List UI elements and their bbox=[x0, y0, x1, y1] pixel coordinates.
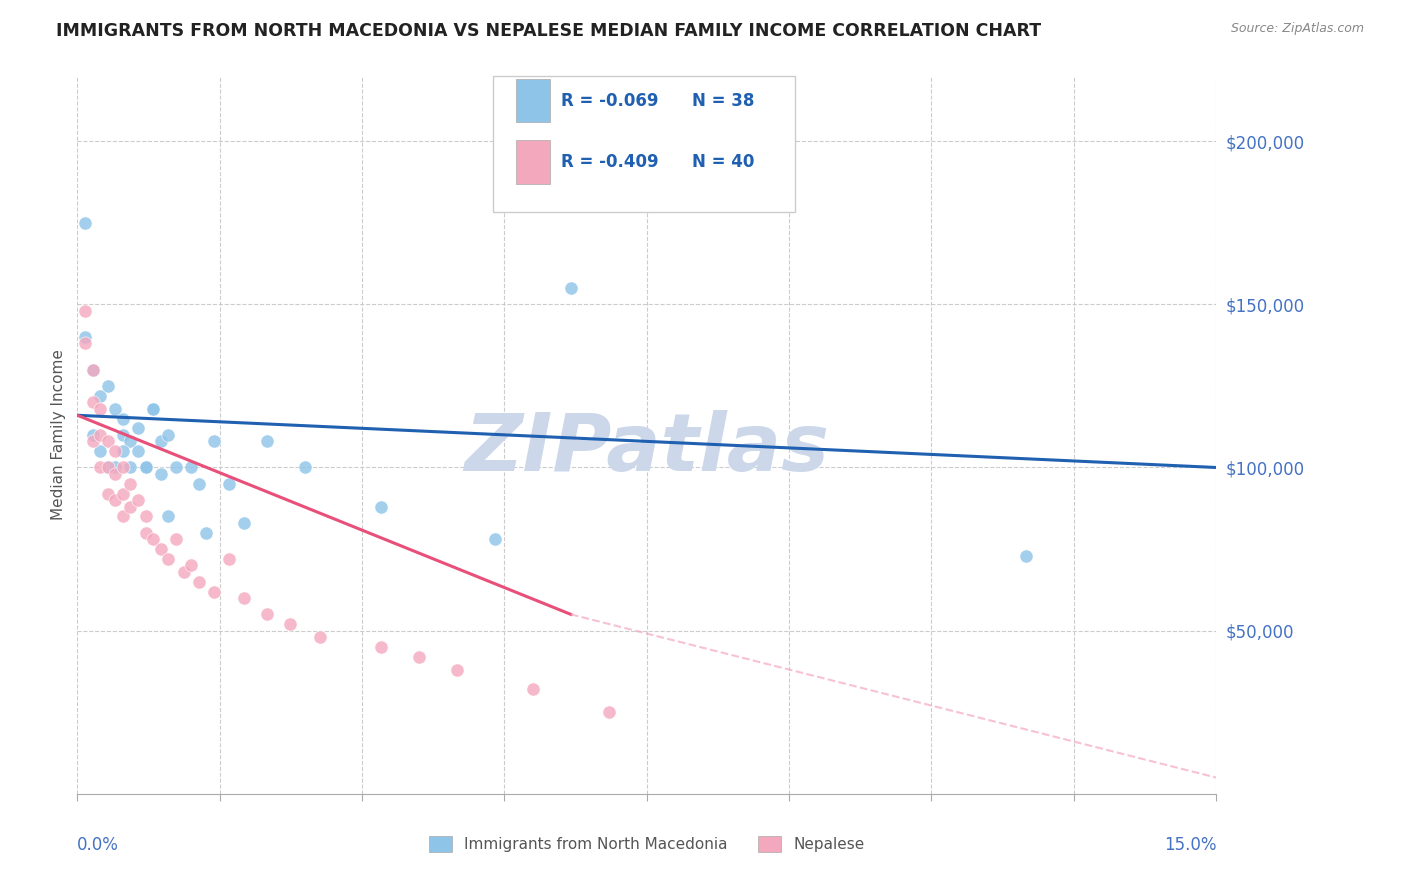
Text: R = -0.069: R = -0.069 bbox=[561, 92, 659, 110]
Point bbox=[165, 533, 187, 547]
Point bbox=[73, 303, 96, 318]
Text: 15.0%: 15.0% bbox=[1164, 837, 1216, 855]
Point bbox=[120, 500, 142, 514]
Point bbox=[294, 460, 316, 475]
Point bbox=[135, 460, 157, 475]
Point bbox=[149, 434, 172, 449]
Point bbox=[104, 493, 127, 508]
Point bbox=[120, 460, 142, 475]
Legend: Immigrants from North Macedonia, Nepalese: Immigrants from North Macedonia, Nepales… bbox=[423, 830, 870, 858]
Point bbox=[97, 460, 120, 475]
Point bbox=[142, 401, 165, 416]
Point bbox=[149, 542, 172, 557]
Point bbox=[278, 617, 301, 632]
Point bbox=[256, 434, 278, 449]
FancyBboxPatch shape bbox=[516, 79, 550, 122]
Point bbox=[82, 434, 104, 449]
Point bbox=[1015, 549, 1038, 563]
Point bbox=[202, 584, 225, 599]
Point bbox=[157, 427, 180, 442]
Point bbox=[522, 682, 544, 697]
Point bbox=[218, 476, 240, 491]
Point bbox=[187, 476, 209, 491]
Point bbox=[218, 552, 240, 566]
Point bbox=[111, 486, 134, 500]
Point bbox=[82, 395, 104, 409]
Point bbox=[157, 509, 180, 524]
Text: R = -0.409: R = -0.409 bbox=[561, 153, 659, 171]
Text: IMMIGRANTS FROM NORTH MACEDONIA VS NEPALESE MEDIAN FAMILY INCOME CORRELATION CHA: IMMIGRANTS FROM NORTH MACEDONIA VS NEPAL… bbox=[56, 22, 1042, 40]
Point bbox=[149, 467, 172, 481]
Point bbox=[104, 401, 127, 416]
Text: 0.0%: 0.0% bbox=[77, 837, 120, 855]
Point bbox=[142, 533, 165, 547]
Point bbox=[111, 444, 134, 458]
Text: N = 40: N = 40 bbox=[692, 153, 755, 171]
Point bbox=[256, 607, 278, 622]
Point bbox=[233, 516, 256, 530]
FancyBboxPatch shape bbox=[494, 76, 794, 212]
Point bbox=[127, 444, 149, 458]
Point bbox=[97, 434, 120, 449]
Point bbox=[111, 427, 134, 442]
Point bbox=[73, 330, 96, 344]
Point bbox=[89, 427, 111, 442]
Point bbox=[111, 411, 134, 425]
Point bbox=[142, 401, 165, 416]
Point bbox=[157, 552, 180, 566]
Point bbox=[560, 281, 582, 295]
Point bbox=[97, 486, 120, 500]
Point bbox=[370, 500, 392, 514]
Point bbox=[97, 460, 120, 475]
Text: Source: ZipAtlas.com: Source: ZipAtlas.com bbox=[1230, 22, 1364, 36]
Point bbox=[120, 476, 142, 491]
Text: ZIPatlas: ZIPatlas bbox=[464, 410, 830, 488]
Point bbox=[89, 389, 111, 403]
Point bbox=[135, 525, 157, 540]
Point bbox=[73, 336, 96, 351]
Point bbox=[111, 460, 134, 475]
Point bbox=[97, 379, 120, 393]
Point bbox=[89, 444, 111, 458]
Point bbox=[180, 558, 202, 573]
Point bbox=[82, 427, 104, 442]
Point bbox=[89, 460, 111, 475]
Point bbox=[173, 565, 195, 579]
Point bbox=[104, 460, 127, 475]
Point bbox=[135, 509, 157, 524]
Point bbox=[484, 533, 506, 547]
Point bbox=[370, 640, 392, 654]
Text: N = 38: N = 38 bbox=[692, 92, 755, 110]
Point bbox=[165, 460, 187, 475]
Point bbox=[233, 591, 256, 605]
Point bbox=[82, 362, 104, 376]
FancyBboxPatch shape bbox=[516, 140, 550, 184]
Point bbox=[135, 460, 157, 475]
Point bbox=[104, 444, 127, 458]
Point bbox=[89, 401, 111, 416]
Point bbox=[180, 460, 202, 475]
Point bbox=[408, 649, 430, 664]
Point bbox=[446, 663, 468, 677]
Point bbox=[598, 706, 620, 720]
Point bbox=[82, 362, 104, 376]
Point bbox=[127, 493, 149, 508]
Point bbox=[111, 509, 134, 524]
Point bbox=[120, 434, 142, 449]
Point bbox=[309, 630, 332, 644]
Point bbox=[187, 574, 209, 589]
Point bbox=[73, 216, 96, 230]
Point bbox=[104, 467, 127, 481]
Point bbox=[195, 525, 218, 540]
Y-axis label: Median Family Income: Median Family Income bbox=[51, 350, 66, 520]
Point bbox=[202, 434, 225, 449]
Point bbox=[127, 421, 149, 435]
